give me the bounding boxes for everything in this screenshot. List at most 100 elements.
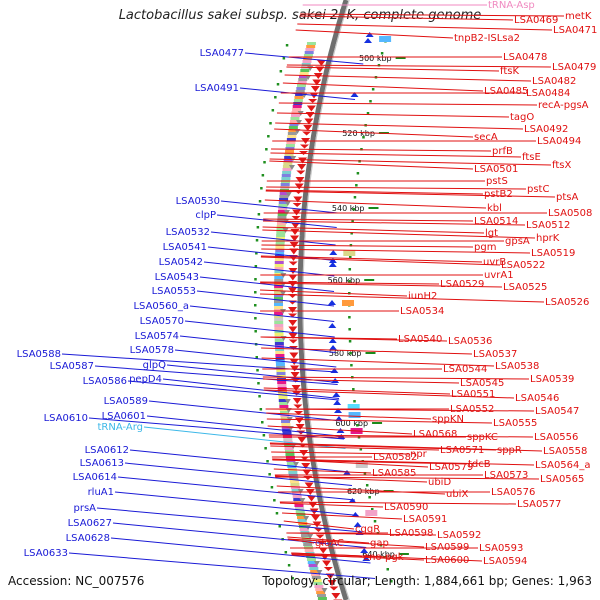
right-gene-label[interactable]: sppR [497, 445, 522, 456]
right-gene-label[interactable]: pstC [527, 184, 549, 195]
left-gene-label[interactable]: prsA [73, 503, 96, 514]
left-gene-label[interactable]: LSA0588 [17, 349, 61, 360]
left-gene-label[interactable]: clpP [195, 210, 216, 221]
right-gene-label[interactable]: tnpB2-ISLsa2 [454, 33, 520, 44]
left-gene-label[interactable]: LSA0587 [50, 361, 94, 372]
right-gene-label[interactable]: secA [474, 132, 498, 143]
right-gene-label[interactable]: tagO [510, 112, 534, 123]
left-gene-label[interactable]: tRNA-Arg [98, 422, 143, 433]
right-gene-label[interactable]: gap [370, 538, 389, 549]
right-gene-label[interactable]: hprK [536, 233, 560, 244]
right-gene-label[interactable]: LSA0555 [493, 418, 537, 429]
right-gene-label[interactable]: lgt [485, 228, 498, 239]
right-gene-label[interactable]: LSA0537 [473, 349, 517, 360]
right-gene-label[interactable]: LSA0599 [425, 542, 469, 553]
right-gene-label[interactable]: LSA0514 [474, 216, 518, 227]
right-gene-label[interactable]: LSA0592 [437, 530, 481, 541]
right-gene-label[interactable]: uvrB [483, 257, 506, 268]
right-gene-label[interactable]: LSA0600 [425, 555, 469, 566]
right-gene-label[interactable]: ftsK [500, 66, 519, 77]
left-gene-label[interactable]: LSA0627 [68, 518, 112, 529]
left-gene-label[interactable]: LSA0530 [176, 196, 220, 207]
gene-labels[interactable]: LSA0477 LSA0491 LSA0530 clpP LSA0532 LSA0541 L… [17, 0, 598, 567]
left-gene-label[interactable]: LSA0542 [159, 257, 203, 268]
right-gene-label[interactable]: LSA0573 [484, 470, 528, 481]
left-gene-label[interactable]: glpQ [143, 360, 166, 371]
right-gene-label[interactable]: pstB2 [484, 189, 513, 200]
right-gene-label[interactable]: tRNA-Asp [488, 0, 535, 11]
right-gene-label[interactable]: LSA0492 [524, 124, 568, 135]
right-gene-label[interactable]: ptsA [556, 192, 578, 203]
right-gene-label[interactable]: LSA0519 [531, 248, 575, 259]
right-gene-label[interactable]: LSA0536 [448, 336, 492, 347]
right-gene-label[interactable]: LSA0545 [460, 378, 504, 389]
right-gene-label[interactable]: LSA0551 [451, 389, 495, 400]
left-gene-label[interactable]: LSA0532 [166, 227, 210, 238]
left-gene-label[interactable]: LSA0586 [83, 376, 127, 387]
right-gene-label[interactable]: kbl [487, 203, 502, 214]
right-gene-label[interactable]: LSA0534 [400, 306, 444, 317]
left-gene-label[interactable]: pepD4 [129, 374, 162, 385]
right-gene-label[interactable]: LSA0494 [537, 136, 581, 147]
left-gene-label[interactable]: LSA0628 [66, 533, 110, 544]
right-gene-label[interactable]: LSA0512 [526, 220, 570, 231]
right-gene-label[interactable]: LSA0568 [413, 429, 457, 440]
left-gene-label[interactable]: LSA0574 [135, 331, 179, 342]
right-gene-label[interactable]: LSA0593 [479, 543, 523, 554]
left-gene-label[interactable]: LSA0613 [80, 458, 124, 469]
right-gene-label[interactable]: pstS [486, 176, 508, 187]
left-gene-label[interactable]: LSA0601 [102, 411, 146, 422]
right-gene-label[interactable]: LSA0540 [398, 334, 442, 345]
right-gene-label[interactable]: ftsE [522, 152, 541, 163]
right-gene-label[interactable]: LSA0546 [515, 393, 559, 404]
right-gene-label[interactable]: LSA0571 [440, 445, 484, 456]
right-gene-label[interactable]: LSA0558 [543, 446, 587, 457]
right-gene-label[interactable]: iunH2 [408, 291, 437, 302]
right-gene-label[interactable]: LSA0525 [503, 282, 547, 293]
left-gene-label[interactable]: LSA0614 [73, 472, 117, 483]
left-gene-label[interactable]: LSA0578 [130, 345, 174, 356]
right-gene-label[interactable]: LSA0576 [491, 487, 535, 498]
right-gene-label[interactable]: LSA0529 [440, 279, 484, 290]
right-gene-label[interactable]: LSA0582 [373, 452, 417, 463]
right-gene-label[interactable]: LSA0539 [530, 374, 574, 385]
right-gene-label[interactable]: pgk [385, 552, 404, 563]
left-gene-label[interactable]: LSA0491 [195, 83, 239, 94]
right-gene-label[interactable]: ftsX [552, 160, 571, 171]
right-gene-label[interactable]: npr [410, 449, 428, 460]
right-gene-label[interactable]: uvrA1 [484, 270, 514, 281]
left-gene-label[interactable]: LSA0477 [200, 48, 244, 59]
right-gene-label[interactable]: LSA0478 [503, 52, 547, 63]
right-gene-label[interactable]: prfB [492, 146, 513, 157]
right-gene-label[interactable]: recA-pgsA [538, 100, 589, 111]
left-gene-label[interactable]: LSA0570 [140, 316, 184, 327]
right-gene-label[interactable]: LSA0526 [545, 297, 589, 308]
right-gene-label[interactable]: LSA0501 [474, 164, 518, 175]
right-gene-label[interactable]: eno [363, 552, 382, 563]
right-gene-label[interactable]: LSA0547 [535, 406, 579, 417]
right-gene-label[interactable]: LSA0598 [389, 528, 433, 539]
right-gene-label[interactable]: LSA0579 [429, 462, 473, 473]
left-gene-label[interactable]: rluA1 [88, 487, 114, 498]
left-gene-label[interactable]: LSA0610 [44, 413, 88, 424]
right-gene-label[interactable]: sppKN [432, 414, 464, 425]
right-gene-label[interactable]: metK [565, 11, 592, 22]
right-gene-label[interactable]: LSA0471 [553, 25, 597, 36]
right-gene-label[interactable]: LSA0564_a [535, 460, 591, 471]
right-gene-label[interactable]: LSA0591 [403, 514, 447, 525]
right-gene-label[interactable]: LSA0556 [534, 432, 578, 443]
right-gene-label[interactable]: LSA0522 [501, 260, 545, 271]
right-gene-label[interactable]: gloAC [315, 538, 344, 549]
right-gene-label[interactable]: LSA0538 [495, 361, 539, 372]
right-gene-label[interactable]: LSA0585 [372, 468, 416, 479]
right-gene-label[interactable]: LSA0594 [483, 556, 527, 567]
left-gene-label[interactable]: LSA0633 [24, 548, 68, 559]
right-gene-label[interactable]: LSA0565 [540, 474, 584, 485]
right-gene-label[interactable]: LSA0485 [484, 86, 528, 97]
left-gene-label[interactable]: LSA0553 [152, 286, 196, 297]
right-gene-label[interactable]: cggR [355, 524, 380, 535]
right-gene-label[interactable]: tdcB [468, 459, 491, 470]
right-gene-label[interactable]: LSA0577 [517, 499, 561, 510]
right-gene-label[interactable]: LSA0469 [514, 15, 558, 26]
